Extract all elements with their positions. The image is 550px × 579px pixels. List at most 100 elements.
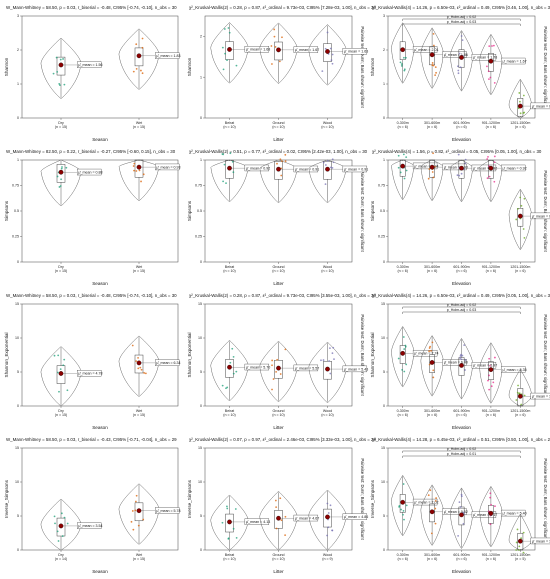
x-tick-count: (n = 6) (456, 413, 467, 417)
mean-point (400, 351, 406, 356)
data-point (523, 197, 526, 200)
x-tick-count: (n = 6) (486, 269, 497, 273)
x-tick-label: Dry (58, 121, 64, 125)
data-point (493, 356, 496, 359)
data-point (276, 162, 278, 165)
mean-label: μ̂_mean = 1.83 (156, 54, 180, 58)
data-point (280, 174, 283, 177)
y-tick-label: 10 (381, 480, 385, 484)
x-tick-count: (n = 6) (515, 413, 526, 417)
data-point (275, 527, 278, 530)
mean-label-box (244, 518, 270, 525)
data-point (130, 520, 133, 523)
data-point (223, 163, 226, 166)
mean-point (58, 523, 64, 529)
data-point (322, 359, 325, 361)
data-point (232, 355, 235, 358)
data-point (235, 64, 238, 67)
x-tick-label: Ground (273, 409, 285, 413)
data-point (515, 218, 518, 221)
mean-label-box (342, 365, 368, 373)
mean-label: μ̂_mean = 5.57 (295, 366, 319, 370)
mean-point (517, 538, 523, 544)
data-point (142, 518, 145, 521)
mean-label-box (501, 57, 526, 65)
x-axis-label: Litter (273, 569, 284, 574)
data-point (60, 178, 63, 181)
data-point (331, 62, 334, 65)
x-tick-count: (n = 15) (133, 413, 146, 417)
data-point (428, 350, 431, 353)
x-tick-count: (n = 10) (321, 269, 334, 273)
data-point (140, 69, 142, 72)
data-point (518, 545, 521, 548)
mean-label-box (501, 366, 526, 373)
y-axis-label: Shannon_Exponential (370, 333, 375, 378)
data-point (133, 169, 135, 172)
chart-panel: χ²_Kruskal-Wallis(2) = 0.07, p = 0.97, ε… (187, 437, 376, 574)
violin-shape (40, 37, 82, 99)
data-point (281, 36, 283, 39)
data-point (229, 361, 232, 364)
mean-point (459, 55, 464, 60)
stat-subtitle: χ²_Kruskal-Wallis(2) = 0.51, p = 0.77, ε… (189, 149, 368, 154)
data-point (458, 174, 461, 177)
data-point (460, 358, 463, 361)
stat-subtitle: W_Mann-Whitney = 58.50, p = 0.03, r_bise… (6, 293, 177, 298)
data-point (284, 153, 287, 156)
data-point (272, 378, 275, 380)
data-point (434, 522, 437, 525)
chart-panel: χ²_Kruskal-Wallis(4) = 14.28, p = 6.45e-… (370, 437, 550, 574)
x-tick-label: 1201-1500m (510, 121, 530, 125)
y-axis-label: Shannon (4, 57, 9, 76)
mean-label: μ̂_mean = 0.93 (444, 165, 468, 169)
y-tick-label: 1 (383, 82, 385, 86)
x-tick-count: (n = 10) (321, 413, 334, 417)
chart-panel: χ²_Kruskal-Wallis(4) = 14.26, p = 6.50e-… (370, 5, 550, 142)
x-tick-label: Wood (323, 409, 332, 413)
x-tick-count: (n = 9) (322, 557, 333, 561)
data-point (62, 364, 65, 367)
data-point (405, 363, 408, 366)
mean-label-box (471, 362, 497, 369)
data-point (226, 59, 228, 62)
violin-shape (450, 30, 473, 92)
data-point (134, 500, 137, 503)
data-point (62, 58, 64, 60)
data-point (457, 153, 460, 156)
data-point (320, 359, 322, 362)
data-point (520, 204, 523, 207)
y-axis-label: Shannon (370, 57, 375, 76)
data-point (457, 65, 459, 68)
mean-label: μ̂_mean = 0.94 (414, 164, 438, 168)
data-point (488, 374, 490, 377)
data-point (458, 501, 461, 503)
data-point (137, 524, 140, 527)
violin-shape (479, 159, 503, 203)
x-tick-count: (n = 6) (427, 125, 438, 129)
x-tick-label: 0-300m (397, 409, 409, 413)
chart-panel: χ²_Kruskal-Wallis(2) = 0.28, p = 0.87, ε… (187, 293, 376, 430)
mean-point (459, 512, 464, 518)
mean-label-box (442, 359, 467, 366)
x-tick-label: 601-900m (453, 409, 469, 413)
data-point (427, 177, 430, 180)
data-point (140, 180, 142, 183)
data-point (279, 158, 282, 161)
x-tick-count: (n = 10) (223, 269, 236, 273)
y-tick-label: 2 (17, 48, 19, 52)
mean-label: μ̂_mean = 0.88 (78, 170, 102, 174)
data-point (275, 506, 278, 509)
y-tick-label: 0 (383, 548, 385, 552)
data-point (403, 348, 406, 350)
mean-label: μ̂_mean = 5.40 (503, 511, 527, 515)
data-point (460, 172, 463, 175)
data-point (330, 59, 333, 62)
data-point (402, 513, 404, 516)
x-tick-label: 301-600m (424, 121, 440, 125)
data-point (461, 354, 464, 357)
y-tick-label: 15 (15, 446, 19, 450)
data-point (402, 483, 405, 485)
mean-label-box (501, 509, 526, 517)
data-point (132, 528, 135, 531)
